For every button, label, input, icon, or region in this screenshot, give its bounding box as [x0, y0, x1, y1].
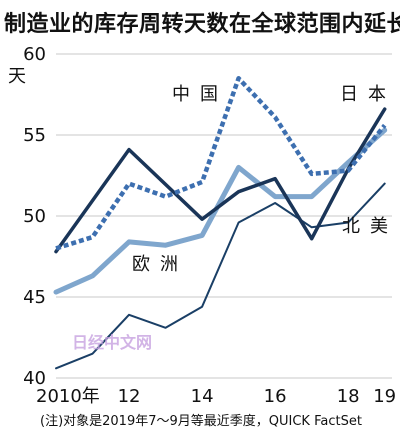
- series-line-中国: [55, 76, 387, 251]
- y-tick-40: 40: [23, 368, 46, 389]
- series-line-欧洲: [53, 127, 388, 295]
- x-tick-2010: 2010年: [36, 386, 100, 407]
- series-label-日本: 日本: [340, 84, 396, 105]
- series-line-北美: [55, 182, 386, 370]
- x-tick-2014: 14: [191, 386, 214, 407]
- x-tick-2012: 12: [118, 386, 141, 407]
- series-label-中国: 中国: [172, 84, 228, 105]
- y-tick-labels: 40 45 50 55 60: [23, 44, 46, 389]
- chart-footnote: (注)对象是2019年7～9月等最近季度，QUICK FactSet: [40, 414, 362, 429]
- x-tick-labels: 2010年 12 14 16 18 19: [36, 386, 396, 407]
- x-tick-2019: 19: [373, 386, 396, 407]
- y-tick-45: 45: [23, 287, 46, 308]
- y-tick-60: 60: [23, 44, 46, 65]
- series-lines: [53, 76, 388, 370]
- y-tick-50: 50: [23, 206, 46, 227]
- y-axis-unit-label: 天: [8, 66, 26, 87]
- watermark: 日经中文网: [72, 333, 152, 352]
- series-line-日本: [54, 107, 387, 254]
- y-tick-55: 55: [23, 125, 46, 146]
- chart-title: 制造业的库存周转天数在全球范围内延长: [4, 12, 400, 37]
- x-tick-2016: 16: [264, 386, 287, 407]
- grid-lines: [56, 53, 392, 379]
- series-label-欧洲: 欧洲: [132, 254, 188, 275]
- x-tick-2018: 18: [337, 386, 360, 407]
- series-label-北美: 北美: [342, 216, 398, 237]
